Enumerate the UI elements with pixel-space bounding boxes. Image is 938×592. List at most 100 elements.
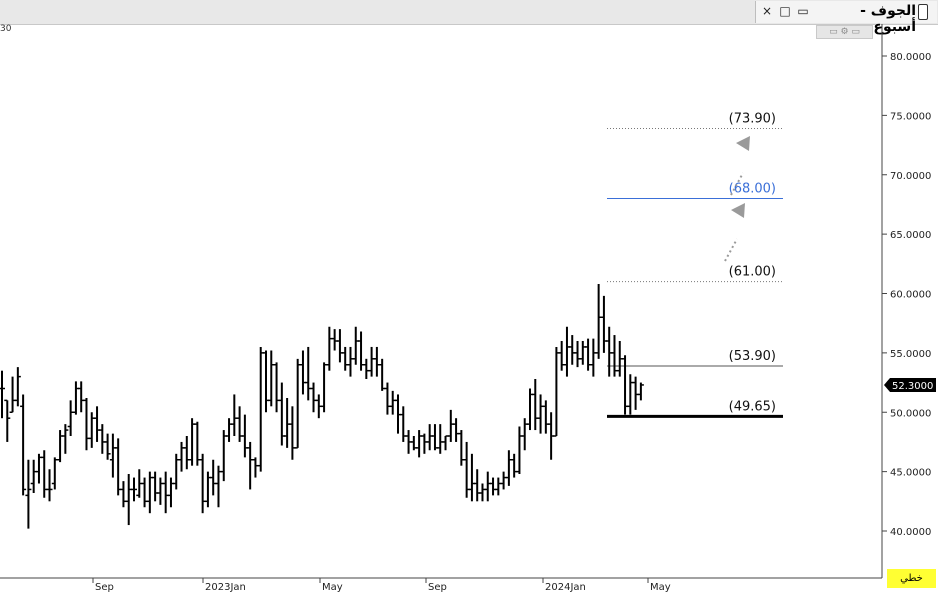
ohlc-bar (0, 370, 5, 419)
current-price-label: 52.3000 (892, 381, 933, 392)
ohlc-bar (20, 394, 27, 496)
ohlc-bar (495, 477, 502, 496)
ohlc-bar (162, 471, 169, 514)
y-tick-label: 65.0000 (890, 230, 931, 241)
ohlc-bar (88, 412, 95, 448)
ohlc-bar (125, 474, 132, 526)
ohlc-bar (57, 430, 64, 463)
ohlc-bar (563, 326, 570, 377)
ohlc-bar (474, 469, 481, 502)
ohlc-bar (94, 406, 101, 442)
x-tick-label: May (322, 582, 343, 592)
ohlc-bar (442, 435, 449, 451)
ohlc-bar (595, 284, 602, 359)
ohlc-bar (183, 436, 190, 470)
chart-mini-toolbar[interactable]: ▭ ⚙ ▭ (816, 25, 873, 39)
arrow-upper-head (736, 136, 750, 151)
ohlc-bar (627, 374, 634, 415)
current-price-tag: 52.3000 (884, 377, 936, 392)
corner-label: 30 (0, 24, 12, 34)
ohlc-bar (241, 414, 248, 458)
price-level-label: (68.00) (729, 182, 776, 197)
ohlc-bar (210, 459, 217, 496)
chart-plot-area (0, 24, 883, 579)
ohlc-bar (558, 341, 565, 371)
x-tick-label: 2024Jan (545, 582, 586, 592)
ohlc-bar (548, 412, 555, 460)
ohlc-bar (72, 381, 79, 415)
ohlc-bar (347, 346, 354, 377)
ohlc-bar (326, 326, 333, 371)
ohlc-bar (46, 469, 53, 502)
ohlc-bar (35, 453, 42, 484)
ohlc-bar (505, 450, 512, 486)
ohlc-bar (310, 382, 317, 413)
ohlc-bar (178, 441, 185, 472)
ohlc-bar (226, 418, 233, 442)
y-tick-label: 60.0000 (890, 290, 931, 301)
ohlc-bar (368, 346, 375, 377)
ohlc-bar (389, 390, 396, 415)
ohlc-bar (352, 326, 359, 365)
y-tick-label: 40.0000 (890, 527, 931, 538)
ohlc-bar (447, 409, 454, 442)
close-icon[interactable]: × (761, 4, 773, 18)
minimize-icon[interactable]: ▭ (797, 4, 809, 18)
ohlc-bar (511, 453, 518, 478)
ohlc-bar (263, 350, 269, 413)
ohlc-bar (236, 406, 243, 442)
y-tick-label: 50.0000 (890, 408, 931, 419)
ohlc-bar (315, 394, 322, 419)
ohlc-bar (331, 329, 338, 351)
ohlc-bar (542, 400, 549, 434)
ohlc-bar (141, 477, 148, 508)
ohlc-bar (273, 362, 280, 413)
ohlc-bar (622, 355, 629, 415)
ohlc-bar (78, 381, 85, 413)
ohlc-bar (379, 358, 386, 391)
ohlc-bar (479, 483, 486, 502)
ohlc-bar (62, 424, 69, 454)
x-tick-label: 2023Jan (205, 582, 246, 592)
ohlc-bar (321, 362, 328, 413)
y-tick-label: 80.0000 (890, 52, 931, 63)
ohlc-bar (611, 335, 618, 377)
panel-toggle-icon[interactable] (918, 4, 928, 20)
chart-style-badge[interactable]: خطي (887, 569, 936, 588)
ohlc-bar (468, 453, 475, 502)
ohlc-bar (99, 424, 106, 454)
ohlc-bar (284, 398, 291, 448)
ohlc-bar (115, 438, 122, 496)
y-tick-label: 75.0000 (890, 111, 931, 122)
arrow-upper-shaft (730, 172, 744, 196)
ohlc-bar (25, 459, 32, 529)
ohlc-bar (146, 471, 153, 514)
ohlc-bar (199, 453, 206, 514)
ohlc-bar (120, 481, 127, 508)
arrow-lower-shaft (724, 238, 738, 262)
ohlc-bar (585, 338, 592, 371)
ohlc-bar (109, 433, 116, 478)
ohlc-bar (215, 465, 222, 508)
y-axis: 80.0000 75.0000 70.0000 65.0000 60.0000 55.00… (882, 52, 936, 538)
ohlc-bar (405, 430, 412, 454)
ohlc-bar (194, 421, 201, 466)
ohlc-bar (553, 346, 560, 437)
ohlc-bar (458, 430, 465, 466)
ohlc-bar (590, 338, 597, 377)
ohlc-bar (431, 424, 438, 451)
ohlc-bar (9, 376, 16, 413)
ohlc-bar (358, 331, 365, 371)
projection-arrows (724, 136, 750, 262)
ohlc-bar (204, 471, 211, 508)
ohlc-bar (294, 358, 301, 449)
ohlc-bar (453, 418, 460, 442)
ohlc-bar (257, 346, 264, 472)
ohlc-bar (579, 341, 586, 365)
restore-icon[interactable]: □ (779, 4, 791, 18)
ohlc-bar (500, 471, 507, 490)
price-level-label: (61.00) (729, 265, 776, 280)
ohlc-bar (336, 329, 343, 363)
ohlc-bar (574, 341, 581, 368)
price-level-label: (53.90) (729, 349, 776, 364)
